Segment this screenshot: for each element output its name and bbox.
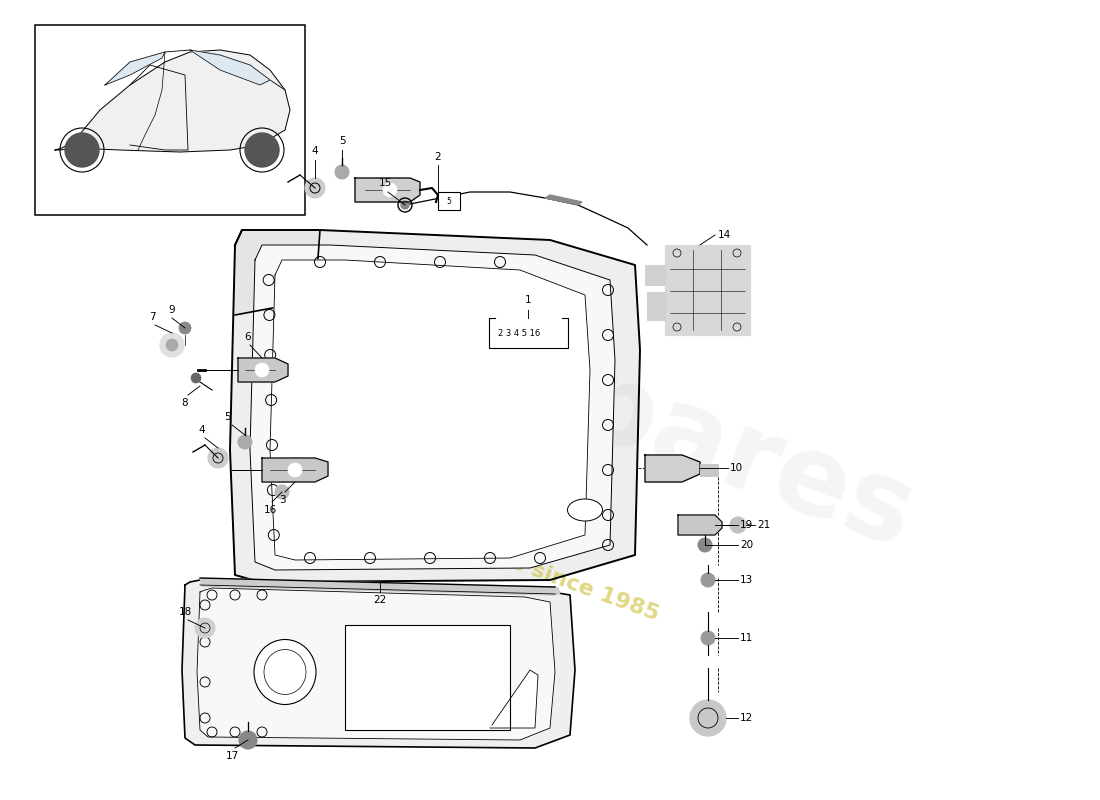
Circle shape xyxy=(288,463,302,477)
Polygon shape xyxy=(262,458,328,482)
Circle shape xyxy=(208,448,228,468)
Text: 2 3 4 5 16: 2 3 4 5 16 xyxy=(498,329,540,338)
Bar xyxy=(438,192,460,210)
Polygon shape xyxy=(678,515,722,535)
Polygon shape xyxy=(270,260,590,560)
Text: 18: 18 xyxy=(178,607,191,617)
Text: 16: 16 xyxy=(263,505,276,515)
Text: 19: 19 xyxy=(740,520,754,530)
Circle shape xyxy=(195,618,214,638)
Circle shape xyxy=(160,333,184,357)
Text: 5: 5 xyxy=(339,136,345,146)
Text: 20: 20 xyxy=(740,540,754,550)
Text: 13: 13 xyxy=(740,575,754,585)
Text: 11: 11 xyxy=(740,633,754,643)
Text: a passion for parts since 1985: a passion for parts since 1985 xyxy=(299,476,661,624)
Circle shape xyxy=(701,573,715,587)
Polygon shape xyxy=(250,245,615,570)
Polygon shape xyxy=(104,52,165,85)
Bar xyxy=(700,464,718,476)
Circle shape xyxy=(255,363,270,377)
Polygon shape xyxy=(197,588,556,740)
Circle shape xyxy=(245,133,279,167)
Text: 2: 2 xyxy=(434,152,441,162)
Text: 12: 12 xyxy=(740,713,754,723)
Circle shape xyxy=(238,435,252,449)
Polygon shape xyxy=(355,178,420,202)
Text: 22: 22 xyxy=(373,595,386,605)
Text: 1: 1 xyxy=(525,295,531,305)
Circle shape xyxy=(383,183,397,197)
Text: 10: 10 xyxy=(730,463,744,473)
Text: 7: 7 xyxy=(148,312,155,322)
Bar xyxy=(645,265,665,285)
Text: 3: 3 xyxy=(278,495,285,505)
Polygon shape xyxy=(235,230,320,315)
Bar xyxy=(345,625,510,730)
Circle shape xyxy=(402,201,409,209)
Polygon shape xyxy=(490,670,538,728)
Circle shape xyxy=(191,373,201,383)
Text: 6: 6 xyxy=(244,332,251,342)
Circle shape xyxy=(305,178,324,198)
Polygon shape xyxy=(55,50,290,152)
Text: 14: 14 xyxy=(718,230,732,240)
Text: 4: 4 xyxy=(199,425,206,435)
Bar xyxy=(345,625,510,730)
Text: 4: 4 xyxy=(311,146,318,156)
Polygon shape xyxy=(200,578,560,595)
Bar xyxy=(666,245,750,335)
Circle shape xyxy=(179,322,191,334)
Ellipse shape xyxy=(254,639,316,705)
Polygon shape xyxy=(230,230,640,582)
Bar xyxy=(35,25,305,215)
Circle shape xyxy=(690,700,726,736)
Polygon shape xyxy=(544,195,582,205)
Text: 21: 21 xyxy=(757,520,770,530)
Text: 8: 8 xyxy=(182,398,188,408)
Polygon shape xyxy=(238,358,288,382)
Circle shape xyxy=(336,165,349,179)
Circle shape xyxy=(239,731,257,749)
Polygon shape xyxy=(190,50,270,85)
Polygon shape xyxy=(182,580,575,748)
Bar xyxy=(647,292,666,320)
Circle shape xyxy=(730,517,746,533)
Circle shape xyxy=(275,485,289,499)
Ellipse shape xyxy=(568,499,603,521)
Circle shape xyxy=(65,133,99,167)
Text: 5: 5 xyxy=(224,412,231,422)
Text: 15: 15 xyxy=(378,178,392,188)
Text: 9: 9 xyxy=(168,305,175,315)
Circle shape xyxy=(701,631,715,645)
Circle shape xyxy=(698,538,712,552)
Text: 5: 5 xyxy=(447,197,451,206)
Text: 17: 17 xyxy=(226,751,239,761)
Circle shape xyxy=(166,339,178,351)
Polygon shape xyxy=(645,455,700,482)
Text: eurospares: eurospares xyxy=(231,230,928,570)
